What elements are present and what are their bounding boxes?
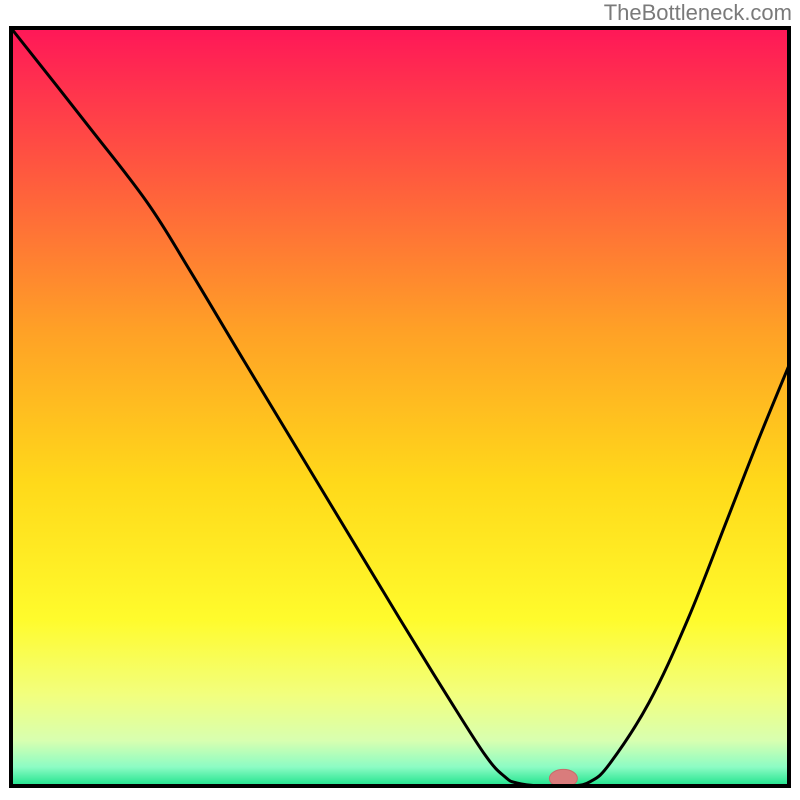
bottleneck-curve-chart (0, 0, 800, 798)
chart-container: TheBottleneck.com (0, 0, 800, 800)
chart-background (11, 28, 789, 786)
watermark-label: TheBottleneck.com (604, 0, 792, 26)
